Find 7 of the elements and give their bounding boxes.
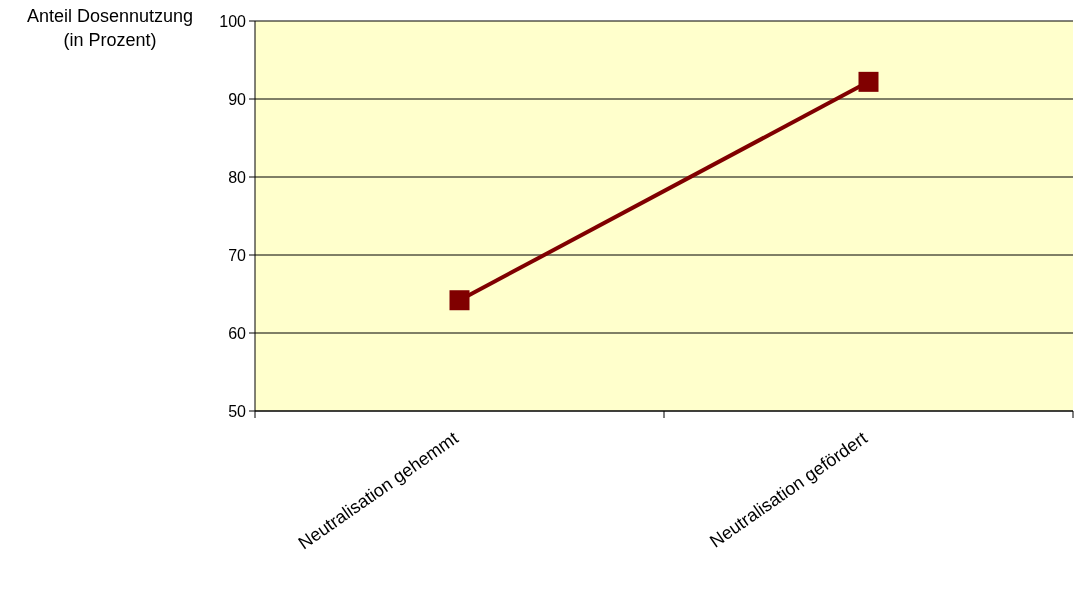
- y-tick-label: 90: [228, 90, 247, 108]
- y-tick-label: 80: [228, 168, 247, 186]
- y-tick-label: 100: [219, 12, 247, 30]
- y-axis-title: Anteil Dosennutzung (in Prozent): [26, 6, 194, 50]
- y-tick-label: 60: [228, 324, 247, 342]
- y-tick-label: 50: [228, 402, 247, 420]
- y-tick-label: 70: [228, 246, 247, 264]
